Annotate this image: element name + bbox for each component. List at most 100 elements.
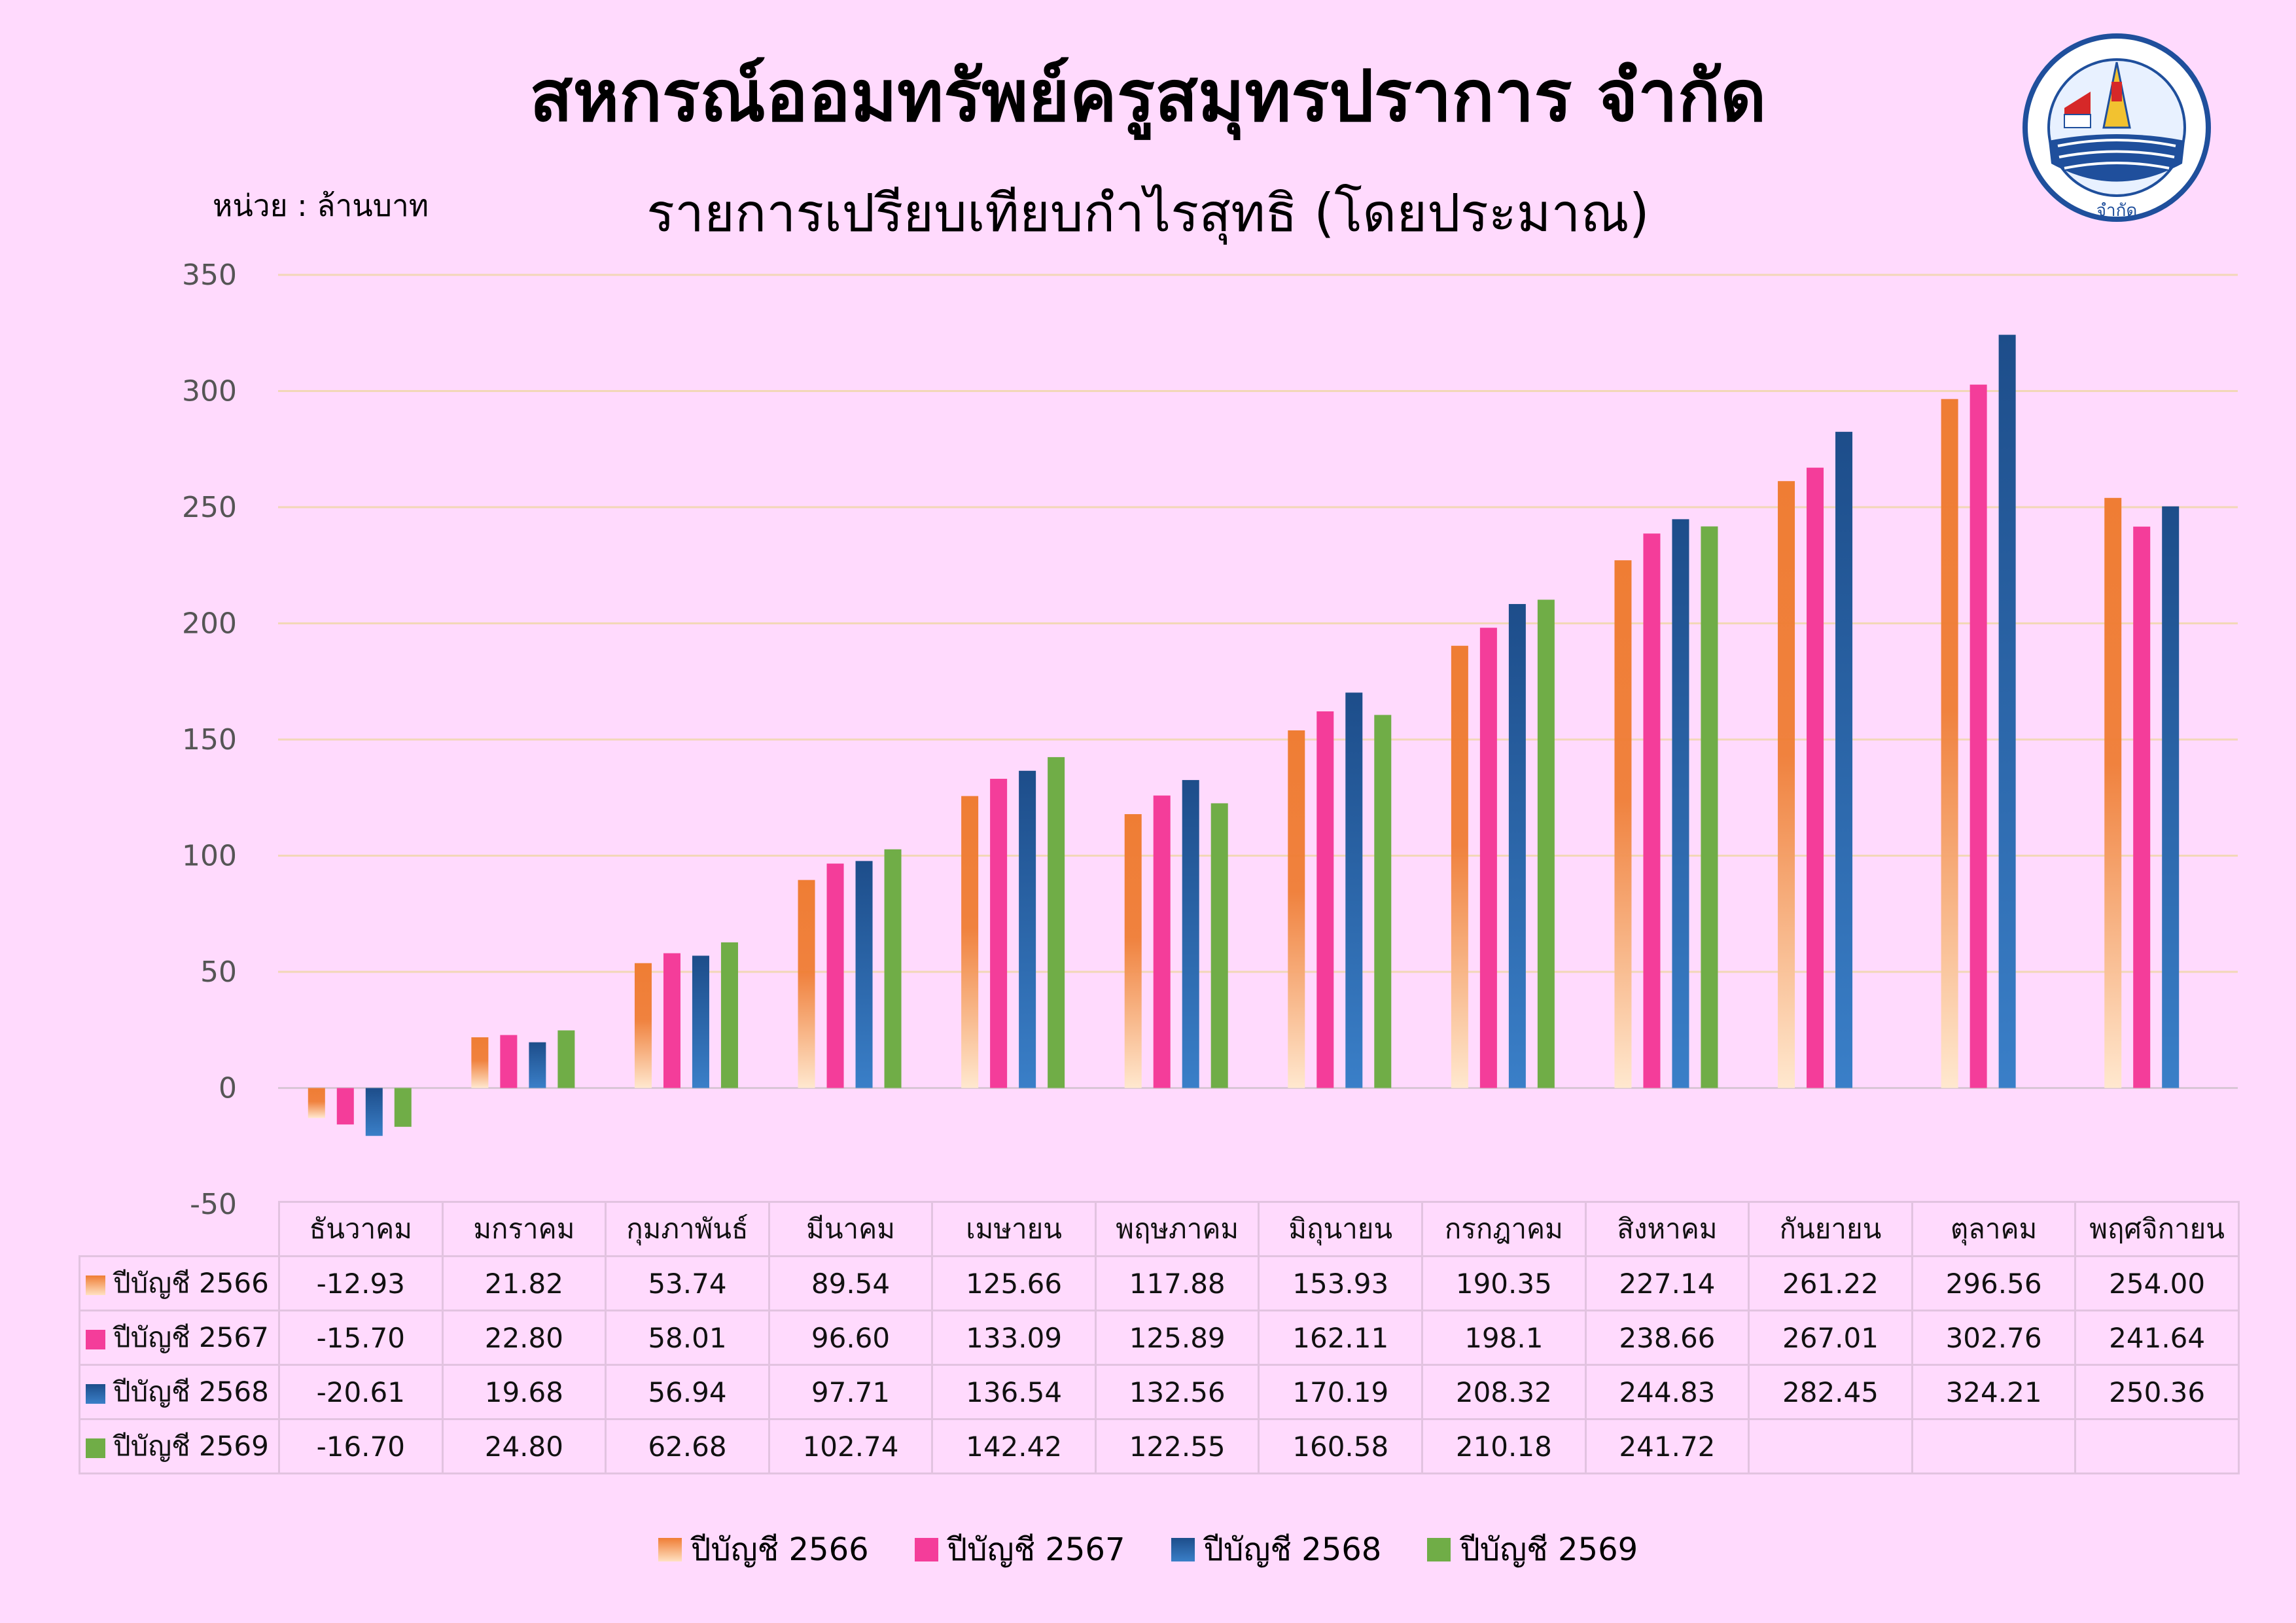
legend-swatch (1427, 1538, 1451, 1561)
bar (1019, 770, 1036, 1088)
series-swatch (86, 1329, 105, 1349)
bar (663, 953, 680, 1088)
data-label: 198.1 (1421, 1310, 1587, 1366)
data-label: 132.56 (1094, 1364, 1260, 1420)
series-name: ปีบัญชี 2567 (113, 1321, 269, 1353)
series-name: ปีบัญชี 2566 (113, 1267, 269, 1299)
series-name: ปีบัญชี 2569 (113, 1430, 269, 1462)
bar (855, 861, 873, 1088)
legend-swatch (914, 1538, 938, 1561)
data-label: 21.82 (441, 1255, 607, 1311)
data-label: 162.11 (1258, 1310, 1424, 1366)
series-swatch (86, 1275, 105, 1295)
bar (826, 863, 844, 1088)
data-label: 122.55 (1094, 1418, 1260, 1474)
data-label: 241.64 (2074, 1310, 2240, 1366)
y-tick-label: 150 (182, 723, 237, 757)
table-corner (80, 1202, 279, 1257)
table-row: ปีบัญชี 2569 -16.70 24.80 62.68 102.74 142.42… (79, 1418, 2240, 1474)
data-label: -16.70 (278, 1418, 444, 1474)
data-label: 267.01 (1748, 1310, 1913, 1366)
data-label: 227.14 (1584, 1255, 1750, 1311)
legend-item: ปีบัญชี 2566 (658, 1525, 869, 1575)
x-tick-label: พฤษภาคม (1094, 1201, 1260, 1257)
data-label: 210.18 (1421, 1418, 1587, 1474)
bar (1479, 628, 1497, 1088)
data-label: 250.36 (2074, 1364, 2240, 1420)
bar (1182, 779, 1199, 1088)
data-label: 53.74 (605, 1255, 770, 1311)
data-label (2074, 1418, 2240, 1474)
bar (1807, 467, 1824, 1088)
x-tick-label: มีนาคม (768, 1201, 934, 1257)
x-tick-label: พฤศจิกายน (2074, 1201, 2240, 1257)
legend-swatch (1171, 1538, 1195, 1561)
data-label: 244.83 (1584, 1364, 1750, 1420)
y-tick-label: 50 (200, 955, 237, 989)
data-label: 142.42 (931, 1418, 1097, 1474)
y-tick-label: 0 (219, 1072, 237, 1105)
page-title: สหกรณ์ออมทรัพย์ครูสมุทรปราการ จำกัด (529, 56, 1767, 137)
legend: ปีบัญชี 2566 ปีบัญชี 2567 ปีบัญชี 2568 ปีบั… (0, 1525, 2296, 1575)
bar (500, 1035, 518, 1088)
y-tick-label: 250 (182, 491, 237, 524)
y-tick-label: 100 (182, 840, 237, 873)
cooperative-logo: จำกัด (2022, 33, 2211, 222)
series-label: ปีบัญชี 2567 (79, 1310, 280, 1366)
legend-item: ปีบัญชี 2568 (1171, 1525, 1381, 1575)
bar (692, 955, 709, 1088)
bar (1614, 560, 1632, 1088)
bar (1835, 431, 1853, 1088)
bar (1048, 757, 1065, 1088)
bar (2104, 497, 2122, 1088)
data-label: -20.61 (278, 1364, 444, 1420)
x-tick-label: กรกฎาคม (1421, 1201, 1587, 1257)
data-label: 56.94 (605, 1364, 770, 1420)
data-label: 261.22 (1748, 1255, 1913, 1311)
table-row: ปีบัญชี 2566 -12.93 21.82 53.74 89.54 125.66 1… (79, 1255, 2240, 1311)
data-label: 96.60 (768, 1310, 934, 1366)
bar (720, 942, 738, 1088)
bar (1998, 334, 2016, 1088)
bar (471, 1037, 489, 1088)
x-tick-label: ธันวาคม (278, 1201, 444, 1257)
bar (1451, 645, 1468, 1088)
y-axis: -50 0 50 100 150 200 250 300 350 (182, 259, 237, 1221)
bar (1374, 715, 1392, 1088)
data-label: 190.35 (1421, 1255, 1587, 1311)
data-label: 89.54 (768, 1255, 934, 1311)
data-label: 153.93 (1258, 1255, 1424, 1311)
bar (2162, 506, 2180, 1088)
y-tick-label: 300 (182, 375, 237, 408)
series-name: ปีบัญชี 2568 (113, 1376, 269, 1408)
data-table: ธันวาคม มกราคม กุมภาพันธ์ มีนาคม เมษายน พฤษภา… (79, 1201, 2240, 1474)
bar (336, 1088, 354, 1125)
data-label: 160.58 (1258, 1418, 1424, 1474)
bar (1124, 814, 1142, 1088)
bar (529, 1042, 546, 1088)
data-label: 125.89 (1094, 1310, 1260, 1366)
bar (1153, 795, 1171, 1088)
y-tick-label: -50 (190, 1188, 237, 1221)
bar (1537, 599, 1555, 1088)
bar (884, 849, 902, 1088)
x-tick-label: กันยายน (1748, 1201, 1913, 1257)
x-tick-label: กุมภาพันธ์ (605, 1201, 770, 1257)
legend-swatch (658, 1538, 682, 1561)
bar (961, 796, 979, 1088)
data-label: 324.21 (1911, 1364, 2077, 1420)
data-label: -12.93 (278, 1255, 444, 1311)
x-tick-label: ตุลาคม (1911, 1201, 2077, 1257)
data-label (1748, 1418, 1913, 1474)
bar (1316, 711, 1334, 1088)
x-tick-label: เมษายน (931, 1201, 1097, 1257)
data-label: 117.88 (1094, 1255, 1260, 1311)
bar (1508, 603, 1526, 1088)
bar (1701, 526, 1718, 1088)
legend-label: ปีบัญชี 2567 (947, 1531, 1125, 1568)
bar (308, 1088, 325, 1118)
data-label: -15.70 (278, 1310, 444, 1366)
bar (1345, 692, 1363, 1088)
bar (1778, 481, 1795, 1088)
